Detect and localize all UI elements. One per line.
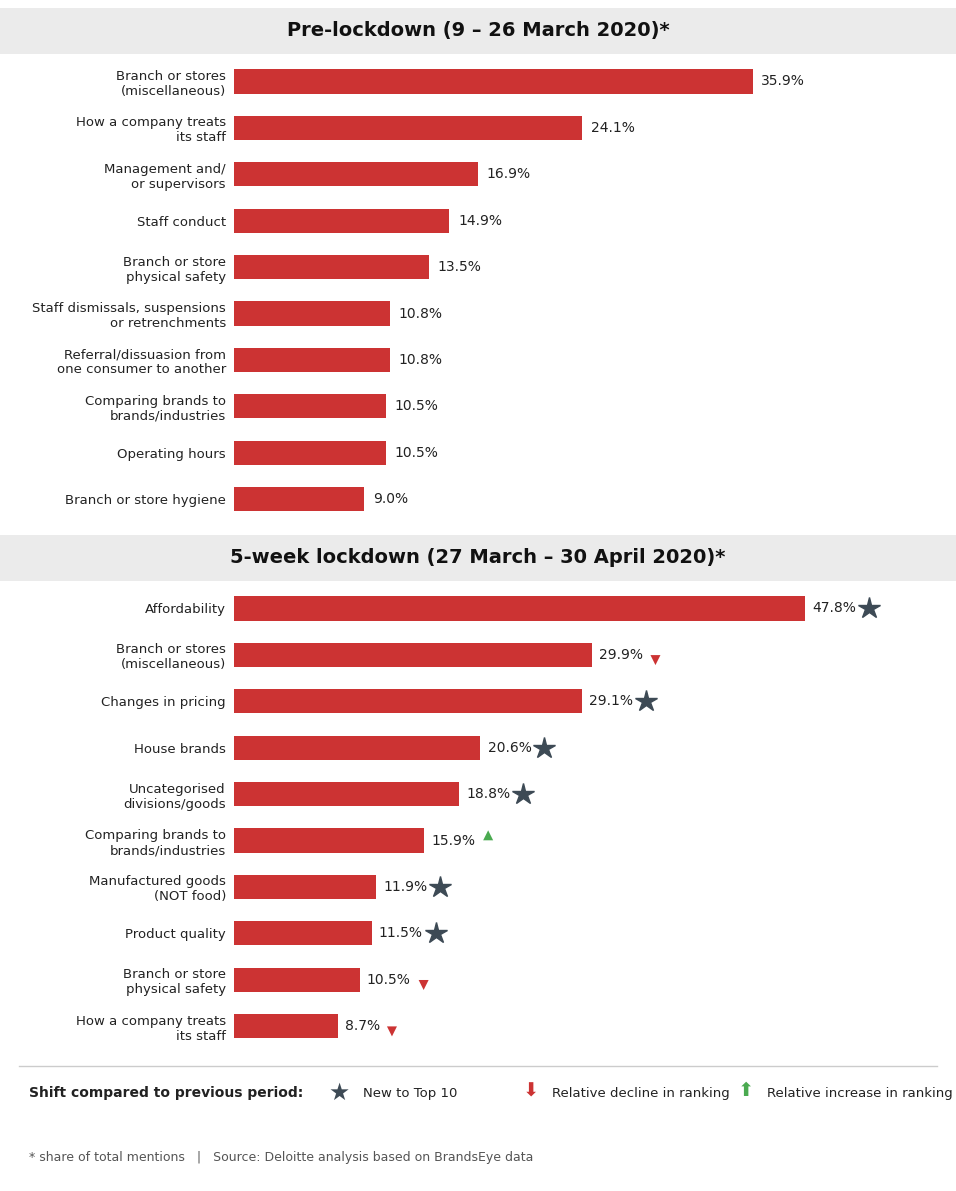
Text: 35.9%: 35.9% (761, 75, 805, 88)
Text: New to Top 10: New to Top 10 (363, 1087, 458, 1099)
Text: 18.8%: 18.8% (466, 787, 511, 802)
Text: 14.9%: 14.9% (458, 213, 502, 227)
Text: 5-week lockdown (27 March – 30 April 2020)*: 5-week lockdown (27 March – 30 April 202… (230, 549, 726, 567)
Text: 24.1%: 24.1% (591, 120, 635, 135)
Text: Pre-lockdown (9 – 26 March 2020)*: Pre-lockdown (9 – 26 March 2020)* (287, 21, 669, 40)
Text: 20.6%: 20.6% (488, 741, 532, 755)
Text: Relative increase in ranking: Relative increase in ranking (767, 1087, 952, 1099)
Text: 47.8%: 47.8% (813, 601, 857, 616)
Text: 11.9%: 11.9% (383, 880, 427, 894)
Text: 16.9%: 16.9% (487, 167, 531, 181)
Text: 8.7%: 8.7% (345, 1019, 380, 1033)
Bar (234, 968, 359, 992)
Bar (234, 736, 480, 760)
Text: 10.8%: 10.8% (399, 353, 443, 367)
Text: ⬆: ⬆ (737, 1081, 754, 1100)
Bar (234, 875, 377, 899)
Bar (234, 829, 424, 853)
Bar (234, 255, 429, 279)
Bar (234, 116, 582, 139)
Bar (234, 690, 582, 713)
Text: Shift compared to previous period:: Shift compared to previous period: (29, 1086, 303, 1100)
Text: 10.5%: 10.5% (395, 445, 439, 460)
Bar (234, 69, 752, 94)
Bar (234, 348, 390, 372)
Bar (234, 162, 478, 186)
Text: 15.9%: 15.9% (431, 834, 475, 848)
Text: ⬇: ⬇ (522, 1081, 539, 1100)
Text: 13.5%: 13.5% (438, 260, 482, 274)
Bar (234, 487, 364, 511)
Bar (234, 441, 386, 464)
Bar (234, 301, 390, 325)
Bar (234, 782, 459, 806)
Text: 9.0%: 9.0% (373, 492, 408, 506)
Text: ★: ★ (329, 1081, 350, 1105)
Bar (234, 1014, 338, 1039)
Text: Relative decline in ranking: Relative decline in ranking (552, 1087, 729, 1099)
Text: * share of total mentions   |   Source: Deloitte analysis based on BrandsEye dat: * share of total mentions | Source: Delo… (29, 1152, 533, 1164)
Text: 10.8%: 10.8% (399, 306, 443, 320)
Bar (234, 643, 592, 667)
Text: 29.1%: 29.1% (589, 694, 633, 709)
Bar (234, 208, 449, 232)
Text: 10.5%: 10.5% (395, 399, 439, 413)
Bar (234, 597, 805, 621)
Text: 11.5%: 11.5% (379, 927, 423, 941)
Bar (234, 922, 372, 946)
Bar (234, 394, 386, 418)
Text: 29.9%: 29.9% (598, 648, 642, 662)
Text: 10.5%: 10.5% (367, 973, 411, 987)
